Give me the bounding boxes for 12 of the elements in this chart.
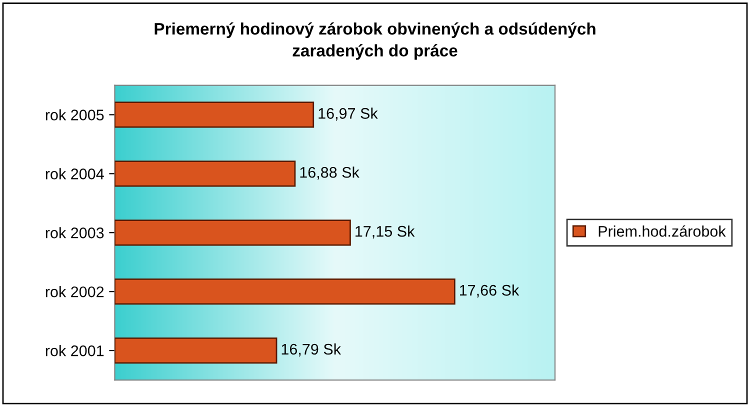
data-label: 16,79 Sk (282, 343, 342, 356)
chart-title: Priemerný hodinový zárobok obvinených a odsúdených zaradených do práce (154, 22, 596, 60)
y-tick-label: rok 2002 (46, 286, 104, 298)
data-label: 16,88 Sk (300, 166, 360, 180)
data-label: 17,66 Sk (460, 284, 520, 298)
y-tick-label: rok 2004 (46, 168, 104, 180)
y-tick-label: rok 2005 (46, 109, 104, 120)
data-label: 17,15 Sk (356, 226, 415, 239)
legend-label: Priem.hod.zárobok (598, 225, 726, 237)
y-tick-label: rok 2003 (46, 227, 104, 238)
data-label: 16,97 Sk (318, 108, 378, 121)
y-tick-label: rok 2001 (46, 345, 104, 356)
